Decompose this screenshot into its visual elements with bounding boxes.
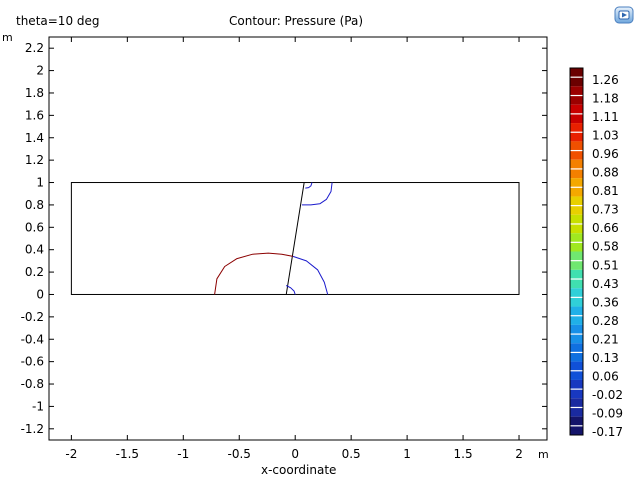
colorbar-label: 1.03 bbox=[592, 129, 619, 143]
colorbar-label: 0.13 bbox=[592, 351, 619, 365]
y-tick-label: 1.6 bbox=[25, 108, 44, 122]
y-tick-label: -0.2 bbox=[21, 310, 44, 324]
x-tick-label: 2 bbox=[515, 447, 523, 461]
colorbar-border bbox=[569, 67, 584, 436]
x-tick-label: 1 bbox=[403, 447, 411, 461]
colorbar-label: -0.09 bbox=[592, 406, 623, 420]
y-tick-label: 2.2 bbox=[25, 41, 44, 55]
y-tick-label: 0.6 bbox=[25, 220, 44, 234]
y-tick-label: -1 bbox=[32, 399, 44, 413]
colorbar-label: 0.43 bbox=[592, 277, 619, 291]
contour-line-low bbox=[301, 182, 333, 206]
y-axis-unit: m bbox=[2, 31, 13, 44]
y-ticks: 2.2 2 1.8 1.6 1.4 1.2 1 0.8 0.6 0.4 0.2 0 -0.2 -0.4 -0… bbox=[21, 41, 547, 436]
y-tick-label: 0.4 bbox=[25, 243, 44, 257]
y-tick-label: -0.4 bbox=[21, 332, 44, 346]
y-tick-label: 1.2 bbox=[25, 153, 44, 167]
plot-area-border bbox=[48, 36, 548, 441]
contour-line-low bbox=[292, 255, 329, 295]
y-tick-label: 0.8 bbox=[25, 198, 44, 212]
y-tick-label: 0 bbox=[36, 287, 44, 301]
colorbar-label: 0.36 bbox=[592, 295, 619, 309]
x-axis-unit: m bbox=[538, 448, 549, 461]
colorbar-label: 1.11 bbox=[592, 110, 619, 124]
colorbar-label: 0.81 bbox=[592, 184, 619, 198]
colorbar-label: -0.02 bbox=[592, 388, 623, 402]
colorbar-label: 0.73 bbox=[592, 203, 619, 217]
x-tick-label: 0 bbox=[291, 447, 299, 461]
colorbar-label: 1.18 bbox=[592, 92, 619, 106]
x-tick-label: -0.5 bbox=[228, 447, 251, 461]
plot-title: Contour: Pressure (Pa) bbox=[229, 14, 364, 28]
y-tick-label: -1.2 bbox=[21, 422, 44, 436]
colorbar-label: 1.26 bbox=[592, 73, 619, 87]
axes-frame bbox=[48, 36, 548, 441]
x-axis-label: x-coordinate bbox=[261, 463, 337, 477]
x-tick-label: -1.5 bbox=[116, 447, 139, 461]
domain-geometry bbox=[70, 182, 520, 295]
y-tick-label: 1.8 bbox=[25, 86, 44, 100]
x-tick-label: 0.5 bbox=[342, 447, 361, 461]
colorbar: 1.26 1.18 1.11 1.03 0.96 0.88 0.81 0.73 0.66 0.58… bbox=[569, 67, 623, 439]
contour-line-high bbox=[214, 252, 294, 295]
y-tick-label: 0.2 bbox=[25, 265, 44, 279]
x-ticks: -2 -1.5 -1 -0.5 0 0.5 1 1.5 2 bbox=[65, 37, 523, 461]
y-tick-label: -0.6 bbox=[21, 355, 44, 369]
y-tick-label: 1.4 bbox=[25, 131, 44, 145]
x-tick-label: -2 bbox=[65, 447, 77, 461]
x-tick-label: 1.5 bbox=[454, 447, 473, 461]
colorbar-label: 0.51 bbox=[592, 258, 619, 272]
x-tick-label: -1 bbox=[177, 447, 189, 461]
colorbar-label: 0.21 bbox=[592, 332, 619, 346]
colorbar-label: 0.88 bbox=[592, 166, 619, 180]
plate-line bbox=[285, 182, 305, 295]
colorbar-label: 0.58 bbox=[592, 240, 619, 254]
colorbar-label: 0.06 bbox=[592, 369, 619, 383]
contour-line-low bbox=[285, 285, 296, 295]
y-tick-label: 2 bbox=[36, 64, 44, 78]
contour-lines bbox=[214, 182, 333, 295]
parameter-label: theta=10 deg bbox=[16, 14, 100, 28]
colorbar-label: 0.28 bbox=[592, 314, 619, 328]
y-tick-label: -0.8 bbox=[21, 377, 44, 391]
colorbar-label: -0.17 bbox=[592, 425, 623, 439]
colorbar-label: 0.66 bbox=[592, 221, 619, 235]
y-tick-label: 1 bbox=[36, 176, 44, 190]
contour-line-low bbox=[305, 182, 313, 189]
colorbar-label: 0.96 bbox=[592, 147, 619, 161]
app-logo-icon[interactable] bbox=[613, 5, 635, 25]
